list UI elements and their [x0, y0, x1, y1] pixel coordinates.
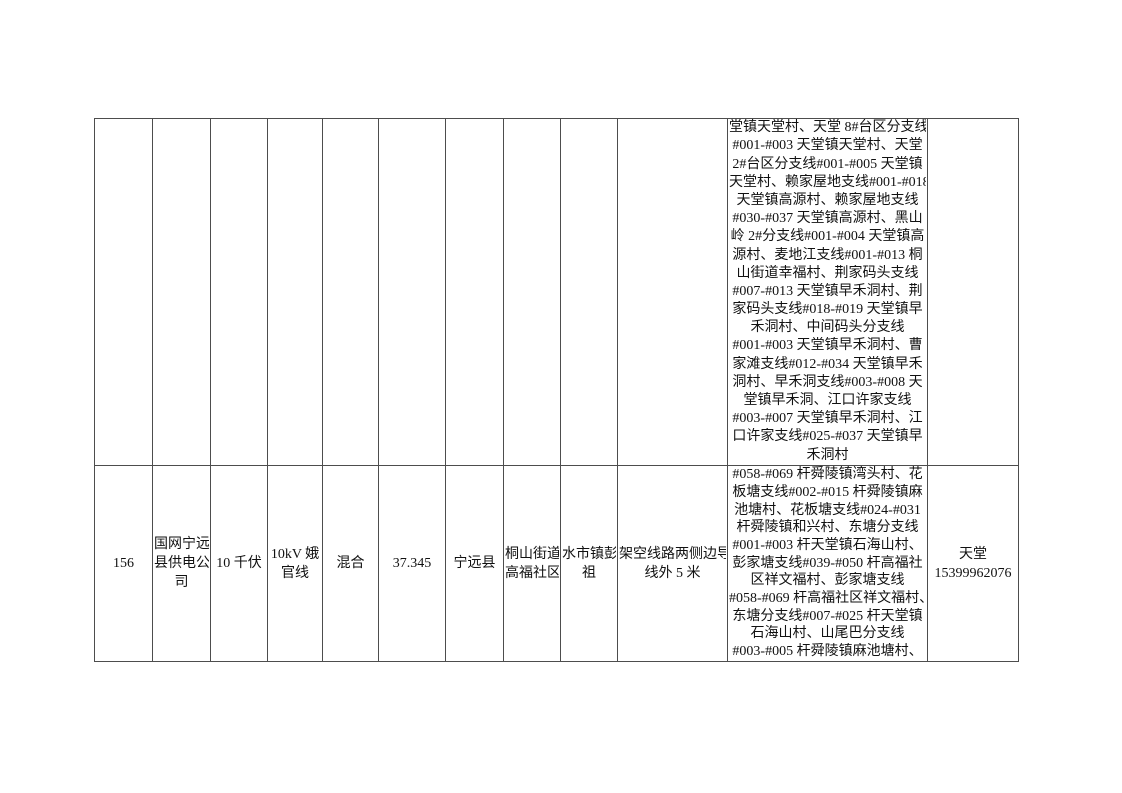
cell-county-empty — [445, 118, 504, 466]
cell-line-name: 10kV 娥官线 — [267, 465, 323, 662]
location-a-text: 桐山街道 高福社区 — [505, 546, 559, 581]
cell-county: 宁远县 — [445, 465, 504, 662]
company-text: 国网宁远 县供电公司 — [154, 537, 209, 590]
line-name-text: 10kV 娥官线 — [270, 546, 320, 581]
cell-line-name-empty — [267, 118, 323, 466]
cell-length-empty — [378, 118, 446, 466]
cell-location-a: 桐山街道 高福社区 — [503, 465, 561, 662]
cell-seq: 156 — [94, 465, 153, 662]
cell-scope: #058-#069 杆舜陵镇湾头村、花 板塘支线#002-#015 杆舜陵镇麻 池塘… — [727, 465, 928, 662]
cell-contact-empty — [927, 118, 1019, 466]
table-row-continuation: 堂镇天堂村、天堂 8#台区分支线 #001-#003 天堂镇天堂村、天堂 2#台区分… — [94, 118, 1019, 466]
cell-contact: 天堂 15399962076 — [927, 465, 1019, 662]
cell-protection: 架空线路两侧边导 线外 5 米 — [617, 465, 728, 662]
cell-nature: 混合 — [322, 465, 379, 662]
protection-text: 架空线路两侧边导 线外 5 米 — [619, 546, 726, 581]
cell-location-b-empty — [560, 118, 618, 466]
contact-text: 天堂 15399962076 — [934, 546, 1012, 581]
location-b-text: 水市镇彭祖 — [562, 546, 616, 581]
cell-company-empty — [152, 118, 211, 466]
table-row-156: 156 国网宁远 县供电公司 10 千伏 10kV 娥官线 混合 37.345 宁… — [94, 465, 1019, 662]
cell-location-a-empty — [503, 118, 561, 466]
scope-text: #058-#069 杆舜陵镇湾头村、花 板塘支线#002-#015 杆舜陵镇麻 池塘… — [729, 467, 926, 660]
cell-nature-empty — [322, 118, 379, 466]
power-line-table: 堂镇天堂村、天堂 8#台区分支线 #001-#003 天堂镇天堂村、天堂 2#台区分… — [94, 118, 1019, 662]
cell-company: 国网宁远 县供电公司 — [152, 465, 211, 662]
cell-seq-empty — [94, 118, 153, 466]
cell-protection-empty — [617, 118, 728, 466]
cell-length: 37.345 — [378, 465, 446, 662]
cell-location-b: 水市镇彭祖 — [560, 465, 618, 662]
cell-scope-continuation: 堂镇天堂村、天堂 8#台区分支线 #001-#003 天堂镇天堂村、天堂 2#台区分… — [727, 118, 928, 466]
cell-voltage-empty — [210, 118, 268, 466]
scope-text-continuation: 堂镇天堂村、天堂 8#台区分支线 #001-#003 天堂镇天堂村、天堂 2#台区分… — [729, 120, 926, 463]
cell-voltage: 10 千伏 — [210, 465, 268, 662]
